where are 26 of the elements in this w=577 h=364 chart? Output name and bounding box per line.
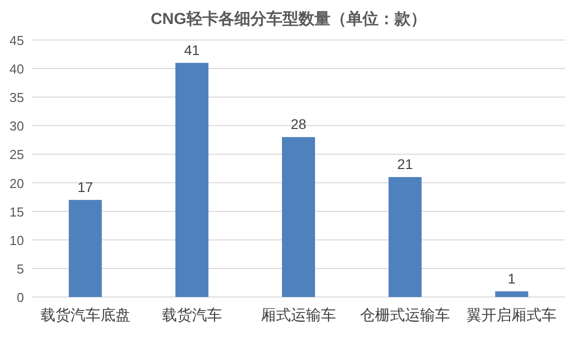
- data-label: 41: [184, 42, 200, 58]
- x-tick-label: 仓栅式运输车: [360, 307, 450, 324]
- y-tick-label: 25: [10, 147, 24, 162]
- y-tick-label: 20: [10, 176, 24, 191]
- x-tick-label: 翼开启厢式车: [466, 307, 557, 324]
- y-tick-label: 15: [10, 204, 24, 220]
- bar: [495, 291, 528, 297]
- data-label: 17: [78, 178, 94, 195]
- chart-title: CNG轻卡各细分车型数量（单位：款）: [150, 10, 426, 28]
- bar: [388, 177, 422, 297]
- y-tick-label: 0: [16, 290, 24, 305]
- data-label: 21: [397, 156, 414, 172]
- y-tick-label: 40: [10, 62, 24, 77]
- data-label: 28: [290, 116, 306, 132]
- bar: [68, 200, 102, 297]
- data-label: 1: [508, 270, 516, 286]
- y-tick-label: 5: [16, 261, 24, 276]
- bar: [282, 137, 316, 297]
- bar: [175, 62, 208, 297]
- y-tick-label: 45: [10, 33, 24, 48]
- x-tick-label: 载货汽车: [162, 307, 222, 324]
- x-tick-label: 厢式运输车: [261, 307, 336, 324]
- x-tick-label: 载货汽车底盘: [40, 307, 130, 324]
- y-tick-label: 10: [10, 232, 24, 248]
- y-tick-label: 30: [10, 118, 24, 134]
- y-tick-label: 35: [10, 90, 24, 106]
